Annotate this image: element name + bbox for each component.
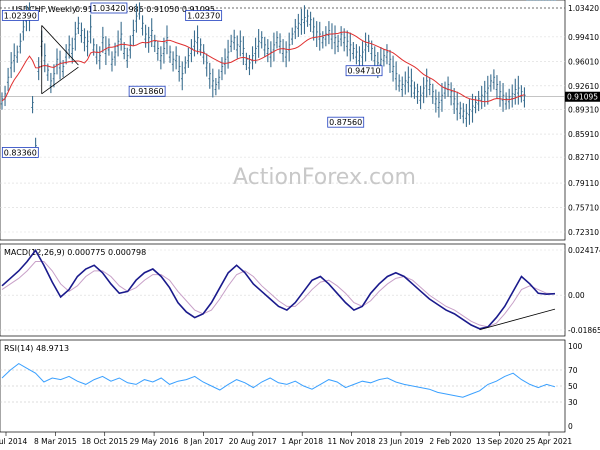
macd-line: [1, 248, 556, 330]
rsi-yticks: 100 70 50 30 0: [568, 342, 583, 431]
rsi-series: [1, 363, 556, 398]
price-ytick-label: 0.72310: [568, 228, 599, 237]
triangle-lower-line: [41, 66, 79, 95]
macd-ytick-label: 0.00: [568, 291, 585, 300]
rsi-title: RSI(14) 48.9713: [4, 344, 69, 353]
symbol-title: USDCHF,Weekly: [12, 5, 77, 14]
annotation-box: [185, 10, 223, 21]
macd-signal-line: [1, 261, 556, 328]
annotation-label: 0.91860: [131, 87, 164, 96]
macd-ytick-label: 0.024174: [568, 246, 600, 255]
annotation-label: 0.83360: [4, 148, 37, 157]
rsi-line: [1, 363, 556, 398]
macd-trendline: [479, 308, 556, 331]
macd-panel-frame: [0, 243, 566, 337]
price-ytick-label: 0.89310: [568, 106, 599, 115]
x-tick-label: 8 Jan 2017: [183, 437, 223, 446]
x-tick-label: 2 Feb 2020: [429, 437, 471, 446]
x-tick-label: 13 Sep 2020: [476, 437, 524, 446]
x-tick-label: 27 Jul 2014: [0, 437, 27, 446]
last-price-marker: [565, 91, 600, 102]
annotation-box: [128, 85, 166, 97]
price-grid: [0, 7, 565, 233]
macd-panel: MACD(12,26,9) 0.000775 0.000798 0.024174…: [0, 243, 600, 337]
price-ytick-label: 0.96010: [568, 57, 599, 66]
rsi-ytick-label: 70: [568, 366, 578, 375]
x-tick-label: 25 Apr 2021: [526, 437, 573, 446]
annotation-box: [90, 2, 128, 14]
watermark-text: ActionForex.com: [233, 165, 416, 190]
macd-yticks: 0.024174 0.00 -0.018653: [568, 246, 600, 335]
rsi-ytick-label: 0: [568, 422, 573, 431]
price-yticks: 1.03420 0.99410 0.96010 0.92610 0.91095 0.893…: [565, 4, 600, 237]
annotation-box: [1, 147, 39, 158]
price-panel: USDCHF,Weekly 0.91594 0.91986 0.91050 0.…: [0, 0, 600, 241]
annotation-box: [327, 116, 365, 128]
macd-title: MACD(12,26,9) 0.000775 0.000798: [4, 248, 146, 257]
price-ytick-label: 1.03420: [568, 4, 599, 13]
annotation-label: 1.02370: [187, 12, 220, 21]
price-ytick-label: 0.85910: [568, 130, 599, 139]
x-tick-label: 11 Nov 2018: [328, 437, 376, 446]
x-tick-label: 23 Jun 2019: [378, 437, 423, 446]
x-tick-label: 1 Apr 2018: [281, 437, 323, 446]
macd-ytick-label: -0.018653: [568, 326, 600, 335]
x-tick-label: 20 Aug 2017: [229, 437, 277, 446]
macd-series: [1, 248, 556, 331]
price-series: [0, 0, 557, 158]
price-ytick-label: 0.99410: [568, 33, 599, 42]
annotation-label: 1.02390: [4, 11, 37, 20]
x-tick-label: 8 Mar 2015: [34, 437, 77, 446]
rsi-panel: RSI(14) 48.9713 100 70 50 30 0: [0, 339, 583, 433]
price-ytick-label: 0.82710: [568, 153, 599, 162]
annotation-label: 0.94710: [348, 67, 381, 76]
price-annotations: 1.02390 0.83360 1.03420 0.91860 1.02370 0.947…: [1, 2, 383, 158]
moving-average-line: [1, 31, 525, 103]
price-ytick-label: 0.75710: [568, 204, 599, 213]
annotation-box: [345, 65, 383, 77]
price-ytick-label: 0.92610: [568, 82, 599, 91]
last-price-label: 0.91095: [567, 93, 598, 102]
rsi-ytick-label: 50: [568, 382, 578, 391]
x-tick-label: 29 May 2016: [130, 437, 179, 446]
ohlc-text: 0.91594 0.91986 0.91050 0.91095: [75, 5, 215, 14]
triangle-upper-line: [41, 25, 79, 66]
price-ma: [1, 31, 525, 103]
rsi-ytick-label: 30: [568, 398, 578, 407]
rsi-ytick-label: 100: [568, 342, 583, 351]
annotation-label: 1.03420: [92, 4, 125, 13]
annotation-label: 0.87560: [329, 118, 362, 127]
price-ytick-label: 0.79110: [568, 179, 599, 188]
x-tick-label: 18 Oct 2015: [82, 437, 129, 446]
annotation-box: [1, 10, 39, 21]
